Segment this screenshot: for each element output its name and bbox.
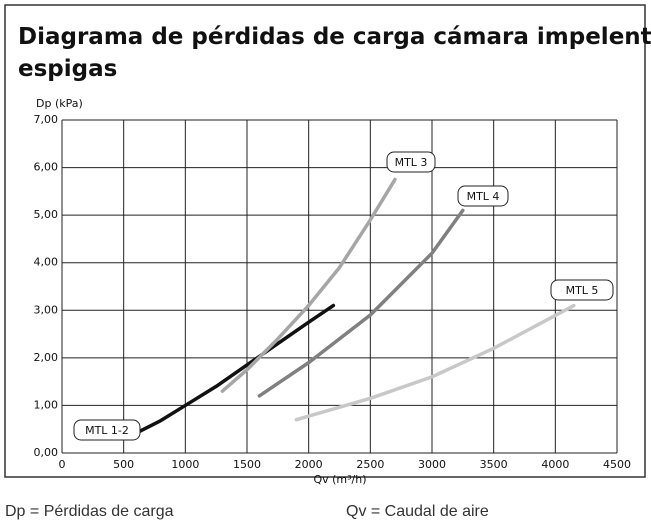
- y-tick-label: 3,00: [34, 303, 59, 316]
- note: Qv = Caudal de aire: [346, 503, 489, 520]
- line-label-box: [550, 279, 614, 301]
- y-tick-label: 2,00: [34, 351, 59, 364]
- x-tick-label: 0: [59, 458, 66, 471]
- x-tick-label: 4500: [603, 458, 631, 471]
- x-tick-label: 1500: [233, 458, 261, 471]
- x-tick-label: 2000: [295, 458, 323, 471]
- x-tick-label: 2500: [356, 458, 384, 471]
- line-label-box: [386, 151, 436, 173]
- y-tick-label: 6,00: [34, 161, 59, 174]
- line: [294, 303, 576, 422]
- x-tick-label: 3000: [418, 458, 446, 471]
- y-tick-label: 4,00: [34, 256, 59, 269]
- frame: [4, 4, 646, 478]
- line-label: MTL 1-2: [85, 424, 129, 437]
- y-axis-label: Dp (kPa): [36, 97, 83, 110]
- y-tick-label: 7,00: [34, 113, 59, 126]
- chart-title: espigas: [18, 56, 117, 82]
- line: [220, 177, 397, 393]
- note: Dp = Pérdidas de carga: [5, 503, 174, 520]
- x-tick-label: 4000: [541, 458, 569, 471]
- x-tick-label: 3500: [480, 458, 508, 471]
- line: [128, 303, 336, 439]
- x-axis-label: Qv (m³/h): [313, 473, 366, 486]
- y-tick-label: 5,00: [34, 208, 59, 221]
- y-tick-label: 0,00: [34, 446, 59, 459]
- y-tick-label: 1,00: [34, 398, 59, 411]
- line: [257, 208, 465, 398]
- x-tick-label: 500: [113, 458, 134, 471]
- line-label: MTL 3: [395, 156, 428, 169]
- line-label: MTL 5: [566, 284, 599, 297]
- x-tick-label: 1000: [171, 458, 199, 471]
- line-label-box: [457, 185, 509, 207]
- line-label: MTL 4: [467, 190, 500, 203]
- chart-title: Diagrama de pérdidas de carga cámara imp…: [18, 24, 651, 50]
- line-label-box: [73, 419, 141, 441]
